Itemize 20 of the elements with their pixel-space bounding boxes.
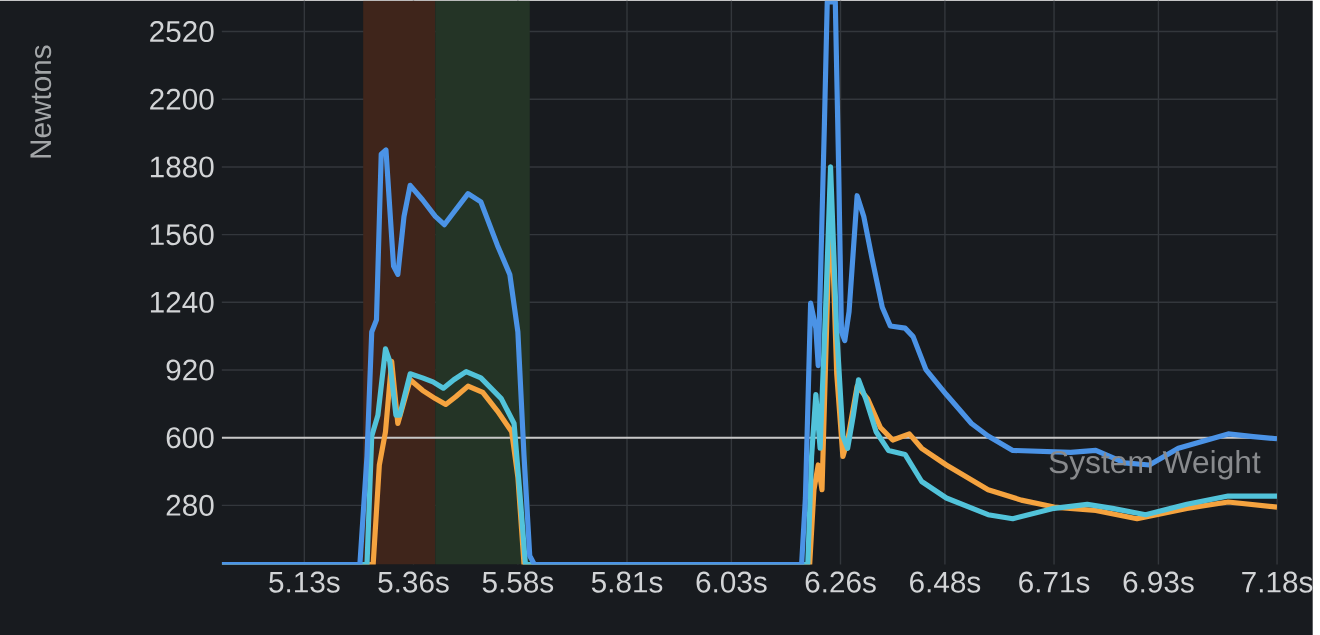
x-tick-label: 6.71s bbox=[1019, 571, 1090, 593]
x-tick-label: 5.58s bbox=[482, 571, 554, 593]
x-tick-label: 6.03s bbox=[696, 571, 767, 593]
x-tick-label: 6.48s bbox=[910, 571, 981, 593]
y-tick-label: 1560 bbox=[150, 224, 214, 246]
x-tick-label: 5.81s bbox=[591, 571, 663, 593]
y-tick-label: 280 bbox=[166, 494, 214, 516]
x-tick-label: 6.93s bbox=[1123, 571, 1194, 593]
x-tick-label: 6.26s bbox=[805, 571, 876, 593]
x-tick-label: 5.13s bbox=[269, 571, 340, 593]
x-tick-label: 7.18s bbox=[1242, 571, 1313, 593]
y-axis-title: Newtons bbox=[30, 45, 52, 158]
ref-line-label: System Weight bbox=[1049, 449, 1261, 480]
y-tick-label: 600 bbox=[166, 427, 214, 449]
y-tick-label: 2520 bbox=[150, 20, 214, 42]
x-tick-label: 5.36s bbox=[378, 571, 449, 593]
y-tick-label: 2200 bbox=[150, 88, 214, 110]
y-tick-label: 1240 bbox=[150, 291, 214, 313]
y-tick-label: 1880 bbox=[150, 156, 214, 178]
y-tick-label: 920 bbox=[166, 359, 214, 381]
